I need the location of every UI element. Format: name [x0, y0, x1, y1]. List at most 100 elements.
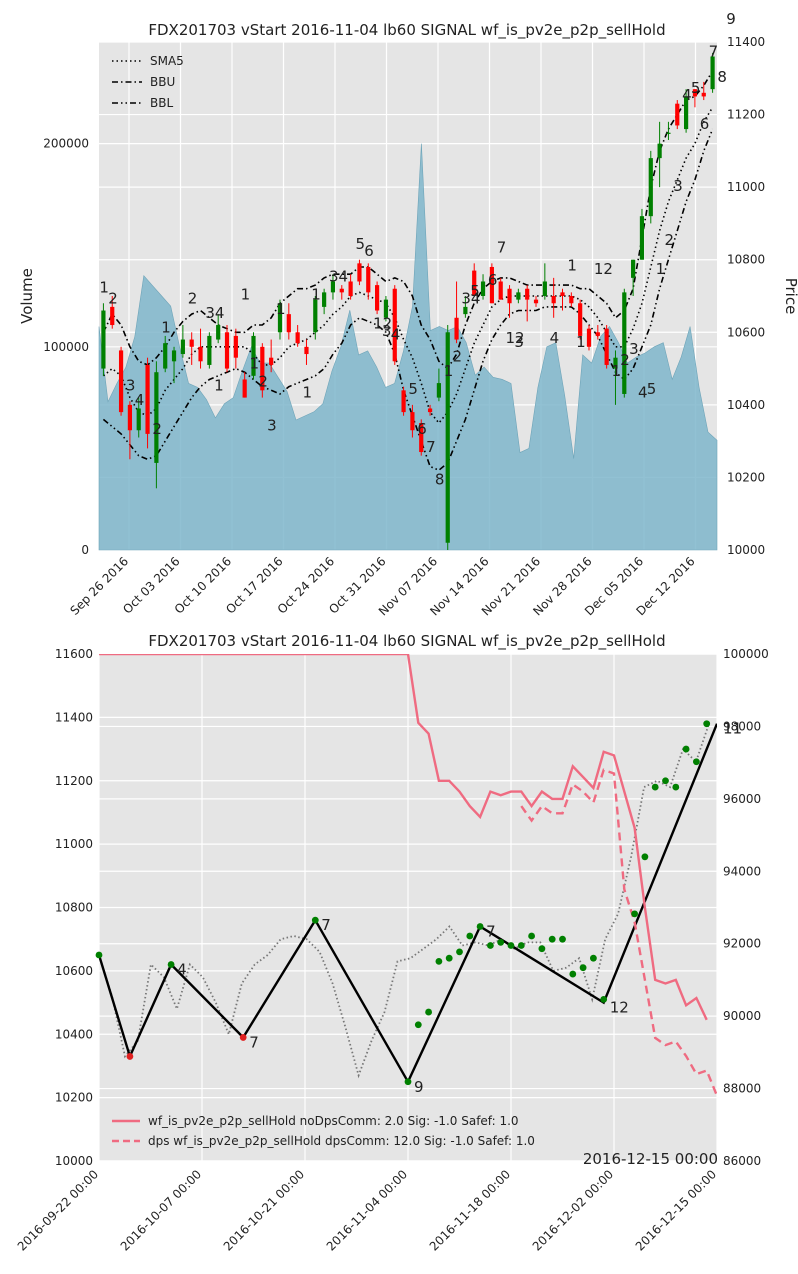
candle-body	[701, 92, 706, 97]
candle-body	[224, 332, 230, 369]
candle-body	[516, 292, 521, 300]
equity-tick-label: 92000	[723, 937, 761, 951]
price-tick-label: 11600	[55, 647, 93, 661]
top-ylabel-right: Price	[782, 278, 798, 315]
price-tick-label: 10200	[55, 1091, 93, 1105]
zigzag-count-label: 9	[414, 1078, 424, 1096]
signal-marker-green	[517, 942, 525, 949]
candle-body	[366, 266, 371, 293]
bottom-chart-panel: 4 7 7 9 7 12 11 10000 10200 10400 10600 10800 11000…	[15, 632, 769, 1254]
candle-count-label: 5	[355, 235, 365, 253]
zigzag-count-label: 4	[177, 961, 187, 979]
candle-count-label: 5	[470, 282, 480, 300]
candle-body	[480, 281, 486, 296]
candle-body	[295, 332, 300, 344]
candle-body	[525, 288, 530, 300]
candle-body	[322, 292, 327, 307]
signal-marker-green	[548, 935, 556, 943]
signal-marker-green	[507, 942, 515, 949]
candle-body	[154, 372, 159, 463]
candle-body	[613, 357, 618, 369]
candle-body	[269, 357, 274, 365]
candle-body	[348, 281, 353, 296]
candle-body	[233, 335, 238, 358]
equity-tick-label: 94000	[723, 864, 761, 878]
candle-body	[339, 288, 344, 293]
candle-count-label: 12	[594, 260, 613, 278]
equity-dps-line	[520, 768, 717, 1097]
candle-body	[542, 281, 547, 296]
candle-body	[489, 266, 494, 304]
price-tick-label: 11400	[55, 710, 93, 724]
candle-count-label: 2	[108, 289, 118, 307]
candle-body	[622, 292, 627, 394]
candle-count-label: 6	[417, 420, 427, 438]
price-tick-label: 10600	[55, 964, 93, 978]
candle-count-label: 1	[250, 355, 260, 373]
signal-marker-red	[239, 1034, 247, 1041]
price-tick-label: 10200	[727, 470, 765, 484]
candle-body	[277, 303, 283, 333]
candle-body	[145, 364, 150, 434]
candle-count-label: 5	[691, 79, 701, 97]
candle-count-label: 4	[391, 326, 401, 344]
signal-marker-green	[476, 923, 484, 930]
candle-body	[684, 96, 689, 130]
candle-body	[463, 306, 468, 315]
zigzag-count-label: 7	[486, 923, 496, 941]
candle-count-label: 8	[717, 68, 727, 86]
price-tick-label: 11200	[727, 108, 765, 122]
signal-marker-green	[414, 1021, 422, 1029]
candle-body	[410, 412, 415, 431]
signal-marker-green	[693, 758, 700, 766]
volume-tick-label: 0	[81, 543, 89, 557]
candle-count-label: 7	[497, 238, 507, 256]
signal-marker-green	[559, 935, 566, 943]
candle-count-label: 3	[629, 340, 639, 358]
candle-body	[445, 332, 450, 543]
candle-count-label: 1	[302, 384, 312, 402]
candle-count-label: 1	[99, 278, 109, 296]
candle-body	[216, 325, 221, 340]
candle-body	[533, 299, 539, 304]
signal-marker-green	[528, 932, 535, 940]
candle-count-label: 1	[241, 286, 251, 304]
candle-body	[286, 314, 291, 333]
signal-marker-green	[167, 961, 175, 968]
indicator-lines	[102, 70, 714, 472]
top-ylabel-left: Volume	[18, 268, 36, 324]
zigzag-labels: 4 7 7 9 7 12 11	[177, 720, 742, 1096]
candle-count-label: 3	[673, 177, 683, 195]
candle-count-label: 4	[638, 384, 648, 402]
sma5-line	[102, 106, 714, 425]
candle-count-label: 6	[700, 115, 710, 133]
candle-body	[551, 296, 556, 304]
candle-count-label: 2	[453, 347, 463, 365]
candle-count-label: 2	[188, 289, 198, 307]
signal-marker-green	[404, 1078, 412, 1086]
candle-body	[419, 423, 424, 453]
candle-body	[604, 328, 609, 365]
top-chart-title: FDX201703 vStart 2016-11-04 lb60 SIGNAL …	[148, 21, 665, 40]
bbl-line	[102, 128, 714, 472]
candle-body	[692, 89, 698, 97]
candle-body	[657, 143, 662, 159]
volume-tick-label: 200000	[43, 137, 89, 151]
candle-body	[260, 346, 265, 391]
candle-count-label: 1	[656, 260, 666, 278]
signal-marker-green	[641, 853, 649, 861]
zigzag-count-label: 7	[249, 1033, 259, 1051]
candle-count-label: 34	[205, 304, 224, 322]
equity-tick-label: 98000	[723, 719, 761, 733]
signal-marker-green	[95, 951, 103, 959]
candle-count-label: 4	[135, 391, 145, 409]
bottom-corner-date: 2016-12-15 00:00	[583, 1150, 718, 1168]
candle-count-label: 8	[435, 471, 445, 489]
equity-tick-label: 86000	[723, 1154, 761, 1168]
legend-sma5-label: SMA5	[150, 54, 184, 68]
candle-count-label: 4	[550, 329, 560, 347]
bbu-line	[102, 70, 714, 370]
zigzag-count-label: 7	[321, 916, 331, 934]
candle-body	[110, 306, 115, 326]
